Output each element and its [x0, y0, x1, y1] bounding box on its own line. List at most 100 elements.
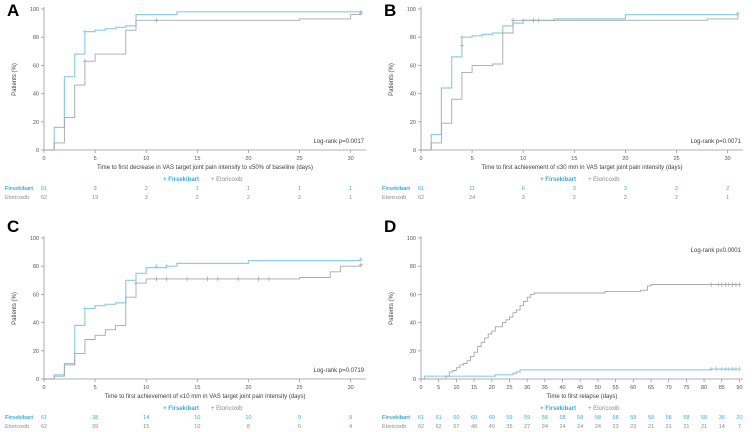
- risk-count: 3: [573, 186, 576, 192]
- panel-d: D 0 20 40 60 80 100 0 5 10 15 20 25 30 35 40 45 50 55 60 65…: [377, 216, 755, 432]
- x-tick-label: 15: [194, 385, 200, 391]
- y-axis-title: Patients (%): [389, 63, 395, 96]
- x-tick-label: 55: [613, 385, 619, 391]
- legend-etoricoxib: + Etoricoxib: [588, 177, 620, 183]
- y-tick-label: 100: [407, 7, 416, 13]
- km-chart-c: 0 20 40 60 80 100 0 5 10 15 20 25 30 Patients (%) Time…: [5, 236, 366, 430]
- x-tick-label: 0: [42, 385, 45, 391]
- risk-count: 1: [726, 195, 729, 201]
- x-axis-title: Time to first achievement of ≤30 mm in V…: [481, 165, 682, 171]
- risk-count: 2: [196, 195, 199, 201]
- x-axis-title: Time to first achievement of ≤10 mm in V…: [104, 394, 305, 400]
- y-tick-label: 0: [36, 148, 39, 154]
- risk-count: 11: [469, 186, 475, 192]
- y-axis-ticks: 0 20 40 60 80 100: [407, 7, 421, 154]
- risk-count: 7: [738, 424, 741, 430]
- risk-count: 58: [595, 415, 601, 421]
- x-tick-label: 45: [577, 385, 583, 391]
- risk-count: 2: [298, 195, 301, 201]
- risk-table: Firsekibart 61 38 14 10 10 9 9 Etoricoxib 62 39 15 1…: [5, 415, 352, 430]
- panel-c: C 0 20 40 60 80 100 0 5 10 15 20 25 30 Patients (%) Ti…: [0, 216, 377, 432]
- y-axis-title: Patients (%): [12, 63, 18, 96]
- risk-count: 9: [298, 415, 301, 421]
- y-tick-label: 20: [410, 349, 416, 355]
- censor-marks-etoricoxib: [134, 262, 363, 286]
- censor-marks-firsekibart: [459, 11, 740, 40]
- y-tick-label: 80: [33, 35, 39, 41]
- risk-count: 58: [577, 415, 583, 421]
- x-tick-label: 20: [245, 385, 251, 391]
- risk-count: 61: [436, 415, 442, 421]
- risk-count: 10: [245, 415, 251, 421]
- risk-count: 2: [247, 195, 250, 201]
- risk-count: 61: [418, 415, 424, 421]
- x-tick-label: 65: [648, 385, 654, 391]
- risk-count: 58: [559, 415, 565, 421]
- x-tick-label: 70: [666, 385, 672, 391]
- y-axis-ticks: 0 20 40 60 80 100: [407, 236, 421, 383]
- y-tick-label: 100: [30, 236, 39, 242]
- censor-marks-etoricoxib: [709, 282, 742, 287]
- legend-etoricoxib: + Etoricoxib: [211, 177, 243, 183]
- risk-count: 59: [524, 415, 530, 421]
- x-tick-label: 0: [42, 156, 45, 162]
- y-tick-label: 80: [410, 264, 416, 270]
- x-tick-label: 75: [683, 385, 689, 391]
- risk-count: 21: [666, 424, 672, 430]
- series-firsekibart: [44, 9, 363, 151]
- risk-count: 58: [613, 415, 619, 421]
- series-etoricoxib: [421, 282, 742, 380]
- x-tick-label: 5: [94, 156, 97, 162]
- legend-firsekibart: + Firsekibart: [163, 177, 199, 183]
- risk-count: 60: [453, 415, 459, 421]
- risk-count: 58: [683, 415, 689, 421]
- y-tick-label: 40: [410, 321, 416, 327]
- x-tick-label: 5: [471, 156, 474, 162]
- x-tick-label: 25: [673, 156, 679, 162]
- km-chart-b: 0 20 40 60 80 100 0 5 10 15 20 25 30 Patients (%) Time…: [382, 7, 743, 201]
- legend: + Firsekibart + Etoricoxib: [163, 406, 243, 412]
- axes: [420, 7, 743, 151]
- x-tick-label: 10: [520, 156, 526, 162]
- axes: [43, 7, 366, 151]
- x-axis-ticks: 0 5 10 15 20 25 30: [42, 379, 354, 391]
- risk-count: 61: [41, 186, 47, 192]
- risk-count: 9: [349, 415, 352, 421]
- risk-count: 60: [471, 415, 477, 421]
- risk-count: 10: [194, 424, 200, 430]
- risk-count: 2: [624, 195, 627, 201]
- y-tick-label: 80: [410, 35, 416, 41]
- x-tick-label: 0: [419, 385, 422, 391]
- y-axis-ticks: 0 20 40 60 80 100: [30, 236, 44, 383]
- log-rank-pvalue: Log-rank p=0.0719: [313, 368, 364, 374]
- panel-d-letter: D: [384, 217, 397, 236]
- y-tick-label: 40: [410, 92, 416, 98]
- risk-count: 61: [41, 415, 47, 421]
- series-etoricoxib: [421, 14, 739, 151]
- censor-marks-firsekibart: [82, 256, 363, 311]
- legend-etoricoxib: + Etoricoxib: [588, 406, 620, 412]
- risk-count: 19: [92, 195, 98, 201]
- risk-count: 24: [559, 424, 565, 430]
- censor-marks-firsekibart: [709, 366, 742, 372]
- risk-count: 40: [489, 424, 495, 430]
- x-axis-title: Time to first decrease in VAS target joi…: [97, 165, 313, 171]
- y-axis-title: Patients (%): [12, 292, 18, 325]
- legend: + Firsekibart + Etoricoxib: [540, 406, 620, 412]
- risk-row-label-etoricoxib: Etoricoxib: [382, 424, 406, 430]
- series-etoricoxib: [44, 262, 363, 380]
- risk-table: Firsekibart 61 9 2 1 1 1 1 Etoricoxib 62 19 3 2 2 2 1: [5, 186, 352, 201]
- panel-c-letter: C: [7, 217, 20, 236]
- series-firsekibart: [44, 256, 363, 380]
- x-tick-label: 15: [571, 156, 577, 162]
- panel-b: B 0 20 40 60 80 100 0 5 10 15 20 25 30 Patients (%) Ti…: [377, 0, 755, 216]
- y-tick-label: 40: [33, 92, 39, 98]
- x-axis-ticks: 0 5 10 15 20 25 30: [419, 150, 731, 162]
- x-tick-label: 0: [419, 156, 422, 162]
- series-firsekibart: [421, 366, 742, 380]
- y-tick-label: 20: [33, 349, 39, 355]
- x-tick-label: 20: [622, 156, 628, 162]
- axes: [43, 236, 366, 380]
- legend-etoricoxib: + Etoricoxib: [211, 406, 243, 412]
- log-rank-pvalue: Log-rank p=0.0017: [313, 139, 364, 145]
